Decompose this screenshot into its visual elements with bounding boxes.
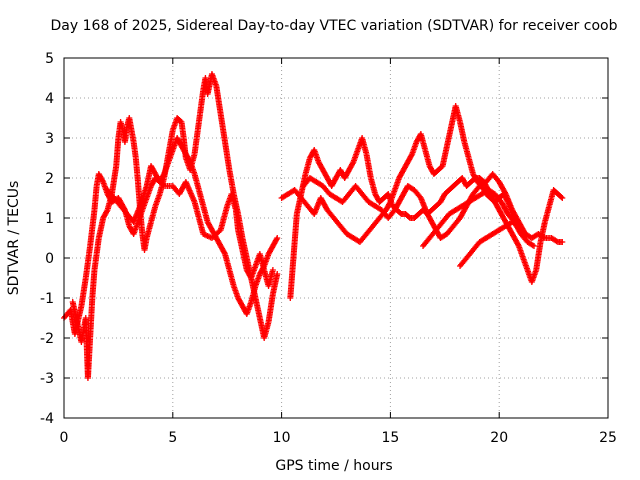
series-track-3 <box>104 163 276 289</box>
y-tick-label: 0 <box>45 251 54 267</box>
data-point-marker <box>273 236 280 243</box>
data-point-marker <box>349 160 356 167</box>
x-tick-label: 15 <box>381 430 399 446</box>
data-points <box>61 71 566 381</box>
data-point-marker <box>553 238 560 245</box>
axes: 0 5 10 15 20 25 -4 -3 -2 -1 0 1 2 3 4 5 <box>40 51 617 446</box>
data-point-marker <box>559 195 566 201</box>
x-tick-label: 25 <box>599 430 617 446</box>
data-point-marker <box>269 267 276 273</box>
series-track-2 <box>69 71 281 381</box>
plot-frame <box>63 57 609 419</box>
data-point-marker <box>221 249 228 256</box>
x-tick-label: 0 <box>60 430 69 446</box>
y-tick-label: -4 <box>40 411 54 427</box>
data-point-marker <box>559 239 566 245</box>
data-point-marker <box>540 234 547 241</box>
series-track-6 <box>300 171 529 241</box>
chart-title: Day 168 of 2025, Sidereal Day-to-day VTE… <box>51 18 618 34</box>
series-track-1 <box>61 135 281 337</box>
y-tick-label: 3 <box>45 131 54 147</box>
data-point-marker <box>502 189 509 196</box>
y-tick-label: 1 <box>45 211 54 227</box>
data-point-marker <box>103 208 110 215</box>
x-tick-label: 5 <box>168 430 177 446</box>
data-point-marker <box>558 194 565 200</box>
x-tick-label: 10 <box>273 430 291 446</box>
y-tick-label: -3 <box>40 371 54 387</box>
y-tick-label: -1 <box>40 291 54 307</box>
y-tick-label: 4 <box>45 91 54 107</box>
y-axis-label: SDTVAR / TECUs <box>6 181 22 296</box>
data-point-marker <box>531 243 538 249</box>
x-axis-label: GPS time / hours <box>275 458 392 474</box>
y-tick-label: 5 <box>45 51 54 67</box>
data-point-marker <box>99 177 106 184</box>
series-track-8 <box>457 219 566 269</box>
data-point-marker <box>386 200 393 207</box>
y-tick-label: 2 <box>45 171 54 187</box>
data-point-marker <box>515 241 522 248</box>
data-point-marker <box>408 152 415 159</box>
data-point-marker <box>274 271 281 277</box>
data-point-marker <box>529 242 536 249</box>
x-tick-label: 20 <box>490 430 508 446</box>
y-tick-label: -2 <box>40 331 54 347</box>
series-track-5 <box>278 103 520 245</box>
data-point-marker <box>274 235 281 241</box>
data-point-marker <box>160 181 167 188</box>
